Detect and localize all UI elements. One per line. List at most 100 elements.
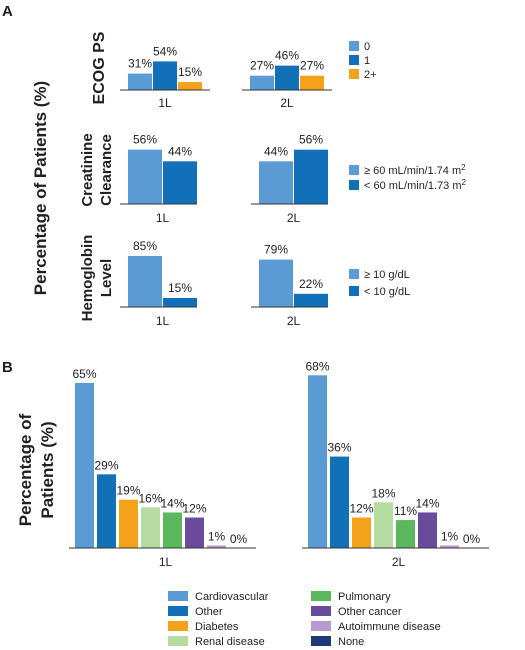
- bar: [128, 256, 162, 307]
- legend-label: < 60 mL/min/1.73 m2: [364, 178, 467, 192]
- legend-swatch: [311, 621, 331, 631]
- panel-b-legend: Cardiovascular Other Diabetes Renal disease…: [168, 591, 441, 648]
- legend-swatch: [311, 606, 331, 616]
- bar: [128, 73, 152, 90]
- bar: [308, 375, 327, 548]
- data-label: 22%: [299, 277, 323, 291]
- data-label: 27%: [300, 59, 324, 73]
- data-label: 19%: [116, 484, 140, 498]
- bar: [300, 75, 324, 90]
- category-label: 2L: [280, 96, 294, 110]
- bar: [75, 382, 94, 548]
- data-label: 16%: [138, 491, 162, 505]
- data-label: 56%: [299, 133, 323, 147]
- panel-a-ylabel: Percentage of Patients (%): [31, 81, 50, 295]
- panel-a-chart-2: Creatinine Clearance 56% 44% 1L 44% 56% 2L ≥ 60 …: [79, 133, 467, 225]
- bar: [259, 259, 293, 307]
- bar: [119, 499, 138, 548]
- legend-swatch: [349, 286, 359, 296]
- legend-label: 1: [364, 55, 370, 67]
- data-label: 1%: [208, 529, 226, 543]
- bar: [294, 149, 328, 204]
- ylabel-line: Creatinine: [79, 133, 96, 206]
- data-label: 44%: [168, 144, 192, 158]
- data-label: 14%: [160, 496, 184, 510]
- legend-swatch: [168, 636, 188, 646]
- bar: [128, 149, 162, 204]
- bar: [418, 512, 437, 548]
- bar: [374, 502, 393, 548]
- data-label: 36%: [327, 441, 351, 455]
- data-label: 15%: [168, 281, 192, 295]
- charts: ECOG PS 31%54%15%1L27%46%27%2L012+Creatin…: [69, 31, 489, 648]
- data-label: 79%: [264, 243, 288, 257]
- legend-label: 0: [364, 41, 370, 53]
- data-label: 12%: [349, 502, 373, 516]
- bar: [141, 507, 160, 548]
- legend-label: Other: [195, 606, 223, 618]
- bar: [178, 82, 202, 90]
- panel-a-letter: A: [2, 3, 13, 20]
- data-label: 27%: [250, 59, 274, 73]
- legend-label: 2+: [364, 69, 377, 81]
- category-label: 2L: [287, 314, 301, 328]
- legend-swatch: [168, 621, 188, 631]
- bar: [185, 517, 204, 548]
- data-label: 31%: [128, 57, 152, 71]
- category-label: 1L: [156, 211, 170, 225]
- bar: [294, 293, 328, 307]
- data-label: 14%: [415, 496, 439, 510]
- ylabel: ECOG PS: [91, 31, 108, 104]
- ylabel-line: Level: [98, 259, 115, 297]
- legend-swatch: [349, 55, 359, 65]
- legend-swatch: [311, 591, 331, 601]
- legend-label: None: [338, 636, 364, 648]
- data-label: 65%: [72, 367, 96, 381]
- legend-label: Autoimmune disease: [338, 621, 441, 633]
- bar: [396, 520, 415, 548]
- bar: [153, 61, 177, 90]
- bar: [440, 545, 459, 548]
- ylabel: Hemoglobin Level: [79, 235, 115, 322]
- bar: [163, 161, 197, 204]
- data-label: 11%: [394, 504, 417, 518]
- bar: [352, 517, 371, 548]
- category-label: 1L: [156, 314, 170, 328]
- data-label: 0%: [463, 532, 481, 546]
- panel-b-ylabel-line2: Patients (%): [38, 421, 57, 518]
- legend-swatch: [311, 636, 331, 646]
- data-label: 44%: [264, 144, 288, 158]
- data-label: 54%: [153, 44, 177, 58]
- legend-swatch: [349, 41, 359, 51]
- data-label: 0%: [230, 532, 248, 546]
- legend-swatch: [349, 269, 359, 279]
- legend-swatch: [349, 180, 359, 190]
- bar: [275, 65, 299, 90]
- panel-b-chart: 65%29%19%16%14%12%1% 0%1L68%36%12%18%11%1…: [72, 359, 480, 648]
- bar: [163, 512, 182, 548]
- bar: [97, 474, 116, 548]
- panel-b-letter: B: [2, 359, 13, 376]
- legend-label: Renal disease: [195, 636, 265, 648]
- data-label: 12%: [182, 502, 206, 516]
- legend-label: Cardiovascular: [195, 591, 269, 603]
- ylabel-line: Clearance: [98, 134, 115, 206]
- category-label: 2L: [392, 555, 406, 569]
- panel-a-chart-1: ECOG PS 31%54%15% 1L 27%46%27% 2L 0 1 2+: [91, 31, 377, 110]
- legend-label: ≥ 60 mL/min/1.74 m2: [364, 163, 466, 177]
- bar: [163, 298, 197, 307]
- panel-a-chart-3: Hemoglobin Level 85% 15% 1L 79% 22% 2L ≥ 10 g/dL…: [79, 235, 410, 328]
- data-label: 18%: [371, 486, 395, 500]
- legend-label: Diabetes: [195, 621, 239, 633]
- data-label: 68%: [305, 359, 329, 373]
- data-label: 85%: [133, 239, 157, 253]
- legend-label: Other cancer: [338, 606, 402, 618]
- panel-b-ylabel-line1: Percentage of: [16, 413, 35, 526]
- legend-swatch: [168, 606, 188, 616]
- data-label: 1%: [441, 529, 459, 543]
- data-label: 15%: [178, 65, 202, 79]
- data-label: 56%: [133, 133, 157, 147]
- legend-swatch: [349, 165, 359, 175]
- legend-label: < 10 g/dL: [364, 286, 410, 298]
